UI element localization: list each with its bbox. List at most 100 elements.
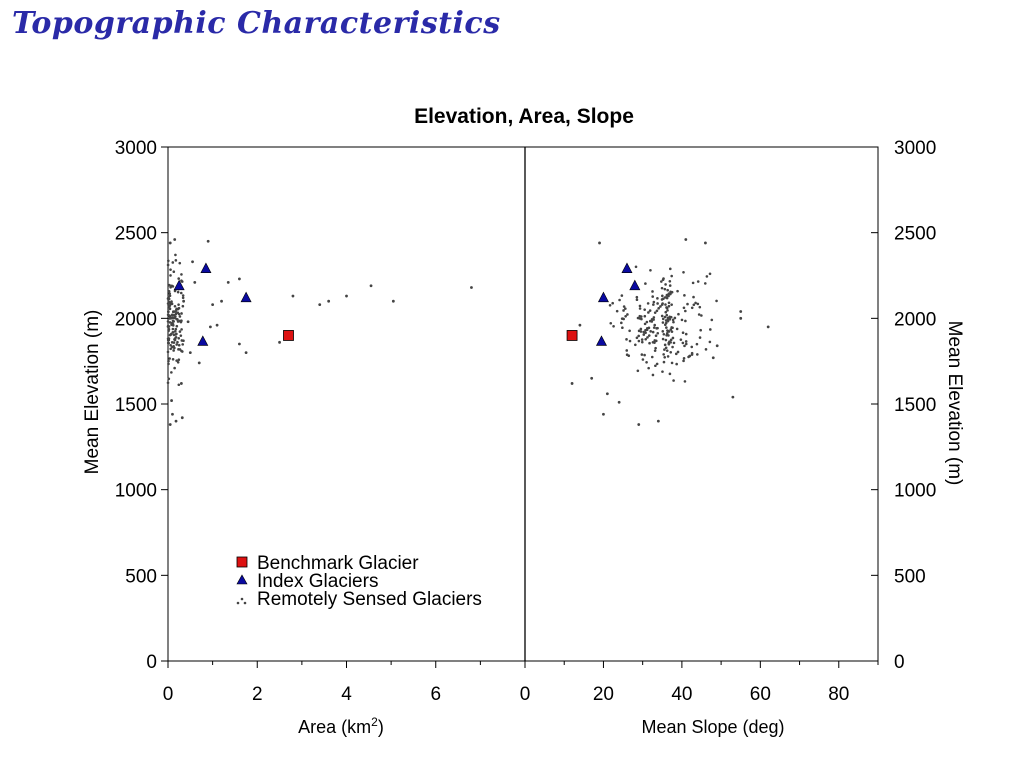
remote-glacier-point	[766, 325, 770, 329]
remote-glacier-point	[651, 295, 655, 298]
remote-glacier-point	[682, 270, 685, 274]
x-tick-label: 6	[430, 684, 441, 705]
remote-glacier-point	[641, 358, 645, 361]
remote-glacier-point	[175, 317, 179, 321]
remote-glacier-point	[653, 311, 657, 314]
remote-glacier-point	[698, 305, 702, 309]
remote-glacier-point	[177, 312, 181, 316]
remote-glacier-point	[676, 350, 680, 354]
remote-glacier-point	[652, 300, 656, 304]
y-right-tick-label: 1500	[894, 395, 936, 416]
remote-glacier-point	[684, 340, 688, 343]
remote-glacier-point	[672, 341, 676, 345]
remote-glacier-point	[682, 359, 685, 363]
remote-glacier-point	[694, 301, 697, 305]
remote-glacier-point	[628, 339, 632, 343]
remote-glacier-point	[666, 355, 670, 358]
remote-glacier-point	[660, 303, 664, 306]
remote-glacier-point	[578, 323, 582, 327]
remote-glacier-point	[182, 299, 186, 303]
remote-glacier-point	[657, 307, 660, 310]
remote-glacier-point	[634, 265, 638, 269]
remote-glacier-point	[665, 333, 668, 337]
y-left-tick-label: 500	[125, 566, 157, 587]
remote-glacier-point	[206, 239, 210, 243]
remote-glacier-point	[704, 348, 708, 351]
remote-glacier-point	[644, 282, 647, 285]
x-tick-label: 40	[671, 684, 692, 705]
remote-glacier-point	[177, 277, 181, 280]
remote-glacier-point	[643, 314, 647, 318]
remote-glacier-point	[168, 294, 172, 298]
legend-benchmark-marker	[236, 556, 248, 568]
remote-glacier-point	[650, 355, 654, 359]
remote-glacier-point	[684, 319, 687, 323]
remote-glacier-point	[172, 270, 176, 274]
remote-glacier-point	[215, 323, 219, 327]
remote-glacier-point	[609, 321, 613, 325]
remote-glacier-point	[708, 272, 712, 276]
remote-glacier-point	[638, 314, 642, 318]
remote-glacier-point	[172, 316, 175, 320]
remote-glacier-point	[179, 291, 183, 295]
remote-glacier-point	[711, 356, 715, 360]
remote-glacier-point	[637, 339, 641, 343]
remote-glacier-point	[188, 351, 192, 354]
remote-glacier-point	[696, 353, 699, 356]
remote-glacier-point	[169, 316, 173, 320]
remote-glacier-point	[651, 290, 654, 293]
remote-glacier-point	[708, 340, 712, 344]
remote-glacier-point	[664, 303, 667, 306]
remote-glacier-point	[177, 383, 181, 387]
remote-glacier-point	[244, 351, 248, 354]
remote-glacier-point	[668, 279, 672, 283]
remote-glacier-point	[171, 324, 175, 327]
remote-glacier-point	[177, 336, 181, 340]
remote-glacier-point	[174, 259, 178, 262]
remote-glacier-point	[175, 359, 178, 362]
remote-glacier-point	[643, 308, 646, 311]
remote-glacier-point	[638, 304, 642, 308]
remote-glacier-point	[690, 345, 694, 349]
remote-glacier-point	[169, 347, 173, 351]
remote-glacier-point	[671, 326, 674, 330]
remote-glacier-point	[173, 338, 176, 341]
remote-glacier-point	[669, 290, 672, 294]
remote-glacier-point	[181, 350, 184, 353]
remote-glacier-point	[683, 344, 686, 348]
remote-glacier-point	[624, 315, 627, 318]
remote-glacier-point	[644, 337, 647, 341]
remote-glacier-point	[238, 342, 241, 346]
x-tick-label: 4	[341, 684, 352, 705]
y-right-tick-label: 3000	[894, 138, 936, 159]
remote-glacier-point	[168, 423, 172, 426]
remote-glacier-point	[208, 325, 212, 329]
remote-glacier-point	[617, 400, 621, 404]
remote-glacier-point	[661, 317, 665, 321]
remote-glacier-point	[175, 307, 179, 311]
remote-glacier-point	[625, 349, 629, 352]
remote-glacier-point	[704, 241, 707, 245]
x-tick-label: 0	[520, 684, 531, 705]
index-glacier-point	[197, 335, 209, 346]
remote-glacier-point	[169, 274, 172, 277]
remote-glacier-point	[660, 314, 664, 318]
x-axis-area-label: Area (km2)	[298, 715, 384, 737]
remote-glacier-point	[661, 330, 665, 333]
y-right-tick-label: 2000	[894, 309, 936, 330]
x-axis-slope-label: Mean Slope (deg)	[641, 717, 784, 737]
remote-glacier-point	[656, 297, 659, 300]
remote-glacier-point	[180, 416, 184, 420]
remote-glacier-point	[670, 361, 674, 365]
remote-glacier-point	[665, 306, 668, 309]
remote-glacier-point	[700, 314, 703, 317]
remote-glacier-point	[669, 338, 673, 342]
remote-glacier-point	[663, 323, 667, 326]
remote-glacier-point	[672, 320, 675, 324]
remote-glacier-point	[696, 280, 700, 283]
remote-glacier-point	[660, 286, 664, 290]
remote-glacier-point	[652, 326, 656, 329]
remote-glacier-point	[642, 333, 646, 336]
remote-glacier-point	[605, 392, 609, 396]
